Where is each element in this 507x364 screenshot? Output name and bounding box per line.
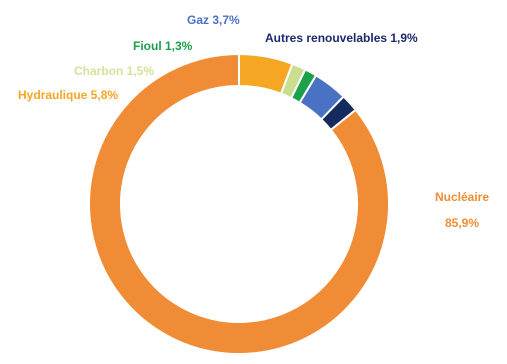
label-hydraulique: Hydraulique 5,8% xyxy=(18,88,118,102)
label-fioul: Fioul 1,3% xyxy=(133,39,193,53)
donut-slices xyxy=(88,52,391,355)
label-autres-renouvelables: Autres renouvelables 1,9% xyxy=(265,31,418,45)
slice-labels: Nucléaire 85,9% Hydraulique 5,8% Charbon… xyxy=(18,13,489,230)
label-charbon: Charbon 1,5% xyxy=(74,64,154,78)
slice-autres-renouvelables xyxy=(319,95,358,132)
slice-nucl-aire xyxy=(88,52,391,355)
label-nucleaire-name: Nucléaire xyxy=(435,190,489,204)
label-gaz: Gaz 3,7% xyxy=(187,13,240,27)
label-nucleaire-value: 85,9% xyxy=(445,216,479,230)
